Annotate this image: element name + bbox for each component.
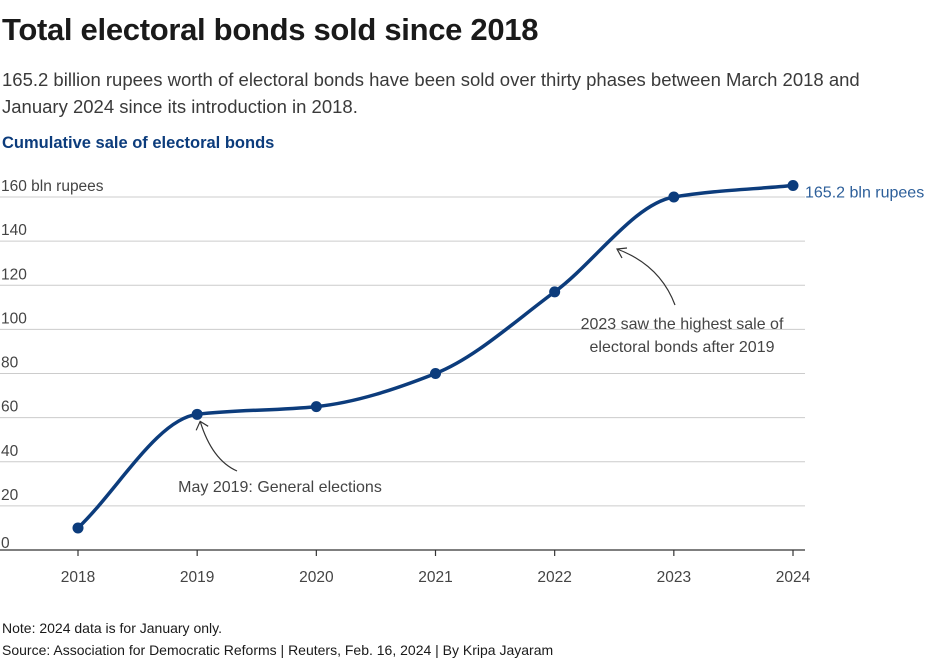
y-tick-label: 40 xyxy=(1,443,19,460)
data-point xyxy=(787,180,799,192)
y-tick-label: 160 bln rupees xyxy=(1,178,104,195)
series-line xyxy=(76,183,794,530)
y-tick-label: 60 xyxy=(1,399,19,416)
data-point xyxy=(310,401,322,413)
data-point xyxy=(72,522,84,534)
annotation-arrow xyxy=(616,248,676,306)
source-credit: Source: Association for Democratic Refor… xyxy=(2,642,554,658)
y-tick-labels: 0 20 40 60 80 100 120 140 160 bln rupees xyxy=(1,178,104,552)
annotation-highest-sale: electoral bonds after 2019 xyxy=(589,339,774,356)
annotation-general-elections: May 2019: General elections xyxy=(178,479,382,496)
x-tick-label: 2022 xyxy=(537,569,571,586)
end-value-label: 165.2 bln rupees xyxy=(805,185,924,202)
x-tick-label: 2018 xyxy=(61,569,95,586)
y-tick-label: 100 xyxy=(1,310,27,327)
y-tick-label: 0 xyxy=(1,535,10,552)
data-point xyxy=(549,286,561,298)
chart-heading: Cumulative sale of electoral bonds xyxy=(2,134,275,152)
annotations: May 2019: General elections 2023 saw the … xyxy=(178,247,784,496)
data-point xyxy=(430,368,441,379)
x-tick-label: 2019 xyxy=(180,569,214,586)
chart-title: Total electoral bonds sold since 2018 xyxy=(2,12,539,47)
y-tick-label: 120 xyxy=(1,266,27,283)
arrow-head xyxy=(195,420,209,431)
x-tick-label: 2023 xyxy=(657,569,691,586)
x-tick-label: 2020 xyxy=(299,569,334,586)
data-point xyxy=(191,408,203,420)
y-tick-label: 20 xyxy=(1,487,19,504)
x-tick-labels: 2018 2019 2020 2021 2022 2023 2024 xyxy=(61,569,811,586)
x-axis xyxy=(0,549,805,556)
series-cumulative-sales: 165.2 bln rupees xyxy=(72,180,924,534)
y-tick-label: 80 xyxy=(1,355,19,372)
x-tick-label: 2024 xyxy=(776,569,811,586)
y-tick-label: 140 xyxy=(1,222,27,239)
chart-subtitle: 165.2 billion rupees worth of electoral … xyxy=(2,69,860,117)
data-point xyxy=(668,191,680,203)
annotation-highest-sale: 2023 saw the highest sale of xyxy=(581,316,784,333)
annotation-arrow xyxy=(199,421,238,472)
arrow-head xyxy=(616,247,628,259)
footnote: Note: 2024 data is for January only. xyxy=(2,620,222,636)
x-tick-label: 2021 xyxy=(418,569,452,586)
